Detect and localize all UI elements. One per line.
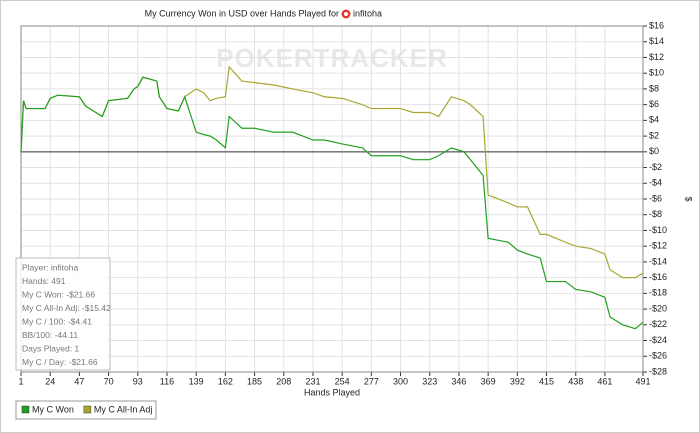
grid — [20, 25, 644, 373]
series-line — [20, 76, 644, 330]
y-tick-label: -$12 — [649, 241, 667, 251]
y-tick-label: -$6 — [649, 193, 662, 203]
y-tick-label: -$4 — [649, 178, 662, 188]
title-player: infitoha — [353, 8, 382, 18]
info-line: BB/100: -44.11 — [22, 330, 78, 340]
chart-title: My Currency Won in USD over Hands Played… — [145, 8, 339, 18]
info-line: My C / 100: -$4.41 — [22, 316, 92, 326]
info-box-frame — [15, 257, 111, 371]
x-tick-label: 254 — [335, 376, 350, 386]
info-line: My C / Day: -$21.66 — [22, 357, 98, 367]
legend: My C Won My C All-In Adj — [15, 400, 157, 420]
y-tick-label: $0 — [649, 146, 659, 156]
x-tick-label: 208 — [276, 376, 291, 386]
x-axis-label: Hands Played — [304, 387, 360, 397]
info-line: Hands: 491 — [22, 276, 66, 286]
legend-swatch — [21, 405, 30, 414]
info-line: My C All-In Adj: -$15.42 — [22, 303, 111, 313]
y-tick-label: -$18 — [649, 288, 667, 298]
x-tick-label: 185 — [247, 376, 262, 386]
x-tick-label: 116 — [160, 376, 174, 386]
x-tick-label: 162 — [218, 376, 233, 386]
x-tick-label: 323 — [422, 376, 437, 386]
y-tick-label: -$10 — [649, 225, 667, 235]
y-tick-label: $4 — [649, 115, 659, 125]
y-tick-label: $8 — [649, 83, 659, 93]
x-tick-label: 1 — [18, 376, 23, 386]
x-tick-label: 139 — [189, 376, 204, 386]
x-tick-label: 231 — [305, 376, 320, 386]
plot-frame — [20, 25, 644, 373]
y-tick-label: -$8 — [649, 209, 662, 219]
x-tick-label: 491 — [635, 376, 650, 386]
y-tick-label: -$2 — [649, 162, 662, 172]
y-tick-label: $2 — [649, 130, 659, 140]
x-tick-label: 415 — [539, 376, 554, 386]
x-tick-label: 392 — [510, 376, 525, 386]
legend-label: My C All-In Adj — [94, 404, 153, 414]
x-tick-label: 24 — [45, 376, 55, 386]
y-tick-label: -$26 — [649, 351, 667, 361]
y-tick-label: $6 — [649, 99, 659, 109]
x-tick-label: 369 — [481, 376, 496, 386]
y-tick-label: $16 — [649, 20, 664, 30]
y-tick-label: -$16 — [649, 272, 667, 282]
info-line: Days Played: 1 — [22, 343, 79, 353]
y-tick-label: -$20 — [649, 303, 667, 313]
x-tick-label: 346 — [451, 376, 466, 386]
y-tick-label: $14 — [649, 36, 664, 46]
y-axis-label: $ — [684, 196, 694, 201]
y-tick-label: -$28 — [649, 366, 667, 376]
x-tick-label: 438 — [568, 376, 583, 386]
x-tick-label: 70 — [104, 376, 114, 386]
y-tick-label: $10 — [649, 68, 664, 78]
x-tick-label: 300 — [393, 376, 408, 386]
x-tick-label: 93 — [133, 376, 143, 386]
y-tick-label: $12 — [649, 52, 664, 62]
x-tick-label: 461 — [597, 376, 612, 386]
y-tick-label: -$24 — [649, 335, 667, 345]
y-tick-label: -$14 — [649, 256, 667, 266]
info-line: Player: infitoha — [22, 262, 78, 272]
title-icon — [341, 9, 351, 19]
info-line: My C Won: -$21.66 — [22, 289, 95, 299]
info-box: Player: infitoha Hands: 491 My C Won: -$21… — [15, 257, 111, 371]
legend-label: My C Won — [32, 404, 74, 414]
y-tick-label: -$22 — [649, 319, 667, 329]
legend-swatch — [83, 405, 92, 414]
x-tick-label: 47 — [74, 376, 84, 386]
x-tick-label: 277 — [364, 376, 379, 386]
